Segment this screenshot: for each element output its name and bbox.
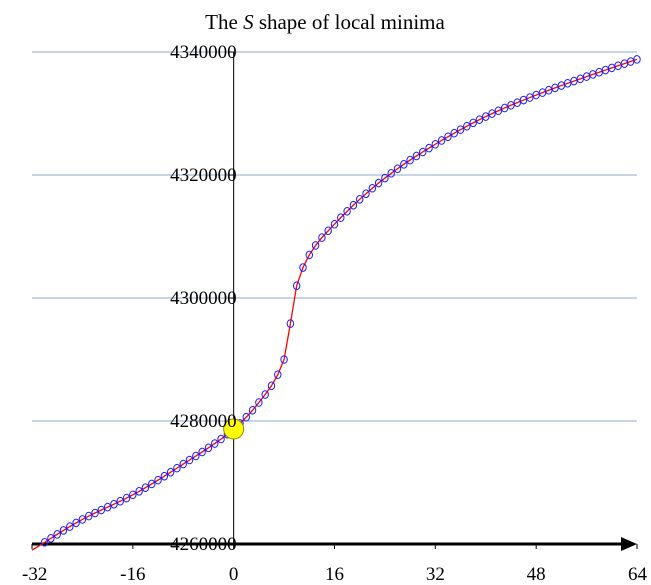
data-point [103,502,112,512]
data-point [286,319,295,328]
chart-title-italic: S [243,10,254,34]
data-point [343,206,351,216]
highlight-point [223,418,245,440]
data-point [324,226,332,236]
y-tick-labels: 4260000 4280000 4300000 4320000 4340000 [170,42,237,555]
y-tick-label: 4280000 [170,411,237,432]
data-point [154,475,162,485]
data-point [280,355,288,364]
chart-title: The S shape of local minima [205,10,445,34]
x-axis [31,537,638,551]
data-point [337,213,345,222]
y-tick-label: 4320000 [170,165,237,186]
data-point [110,499,118,509]
data-point [53,530,61,539]
data-point [255,398,263,407]
x-tick-label: 32 [426,564,445,585]
data-point [362,189,370,198]
data-point [469,118,477,128]
data-point [47,534,55,543]
data-point [311,241,320,250]
data-point [488,109,496,118]
x-tick-label: 64 [628,564,648,585]
data-point [148,479,156,489]
y-gridlines [32,51,637,422]
data-point [444,132,452,142]
data-point [248,405,257,415]
data-point [40,538,49,547]
data-point [192,451,200,461]
x-tick-labels: -32 -16 0 16 32 48 64 [22,564,648,585]
data-point [179,459,187,469]
data-point [91,508,99,518]
data-point [204,443,213,453]
data-point [141,483,150,492]
data-point [356,195,364,204]
data-point [419,147,427,157]
data-point [66,522,74,531]
data-point [173,463,181,473]
data-point [217,434,225,444]
data-point [267,381,276,391]
y-tick-label: 4300000 [170,288,237,309]
data-point [318,233,326,242]
y-tick-label: 4340000 [170,42,237,63]
data-point [330,219,339,229]
data-point [482,112,490,121]
x-tick-label: -32 [22,564,47,585]
data-point [450,128,458,138]
data-point [425,143,433,153]
y-tick-label: 4260000 [170,534,237,555]
data-point [59,526,68,535]
x-tick-label: 16 [325,564,344,585]
data-point [463,121,471,131]
data-point [78,515,87,524]
data-point [456,125,465,134]
data-point [242,412,250,422]
data-point [185,455,194,465]
data-point [305,250,313,260]
series-layer [31,55,641,551]
data-point [135,487,143,496]
data-point [387,169,395,178]
data-point [393,164,402,174]
data-point [349,200,358,210]
data-point [97,505,106,515]
x-tick-label: -16 [120,564,145,585]
data-point [406,155,414,165]
x-axis-arrowhead [621,537,637,551]
data-point [292,281,301,291]
data-point [129,490,137,500]
data-point [412,151,421,161]
x-tick-label: 0 [229,564,239,585]
chart-title-suffix: shape of local minima [254,10,446,34]
data-point [368,183,377,193]
data-point [72,518,80,528]
data-point [381,173,389,183]
data-point [437,136,446,145]
data-point [198,447,206,457]
data-point [122,493,131,503]
data-point [166,467,175,477]
data-point [116,496,124,506]
data-point [261,390,269,399]
data-point [400,160,408,169]
data-point [431,139,440,149]
data-point [274,370,282,379]
data-point [211,439,219,448]
chart-title-prefix: The [205,10,243,34]
series-line [31,58,638,551]
data-point [299,263,307,272]
data-point [160,471,169,481]
x-tick-label: 48 [527,564,546,585]
data-point [633,55,641,64]
data-point [494,106,503,116]
data-point [475,115,484,124]
data-point [374,178,383,188]
data-point [85,511,93,521]
